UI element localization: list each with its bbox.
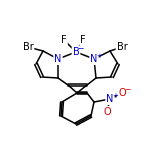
Text: O: O bbox=[103, 107, 111, 117]
Text: N: N bbox=[54, 54, 62, 64]
Text: N: N bbox=[106, 94, 114, 104]
Text: B: B bbox=[73, 47, 79, 57]
Text: Br: Br bbox=[117, 42, 127, 52]
Text: F: F bbox=[80, 35, 86, 45]
Text: O: O bbox=[118, 88, 126, 98]
Text: Br: Br bbox=[23, 42, 33, 52]
Text: +: + bbox=[96, 52, 102, 59]
Text: −: − bbox=[124, 85, 130, 94]
Text: +: + bbox=[112, 93, 118, 98]
Text: −: − bbox=[77, 44, 84, 53]
Text: N: N bbox=[90, 54, 98, 64]
Text: F: F bbox=[61, 35, 67, 45]
